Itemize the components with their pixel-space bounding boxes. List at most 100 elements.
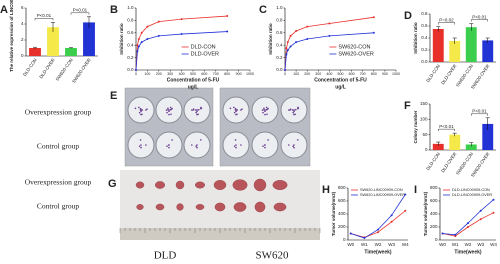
- x-axis-label: Time(week): [364, 249, 391, 255]
- x-tick-label: DLD-CON: [22, 57, 38, 77]
- column-label: SW620: [256, 250, 290, 262]
- panel-letter: G: [108, 178, 117, 190]
- significance-bracket: [70, 12, 90, 15]
- point: [328, 34, 331, 37]
- x-tick-label: DLD-CON: [425, 63, 441, 83]
- colony: [265, 108, 268, 111]
- y-axis-label: Inhibition ratio: [119, 23, 124, 54]
- tumor: [175, 180, 185, 190]
- panel-letter: E: [110, 90, 117, 102]
- x-axis-label: Time(week): [454, 249, 481, 255]
- bar: [47, 27, 59, 56]
- colony: [197, 108, 200, 111]
- tumor: [176, 203, 184, 211]
- x-tick-label: 300: [167, 72, 173, 76]
- colony: [291, 109, 294, 111]
- colony: [168, 113, 170, 116]
- colony: [266, 113, 268, 116]
- point: [492, 198, 495, 201]
- annotation: P=0.02: [439, 17, 454, 22]
- colony: [194, 109, 197, 111]
- y-axis-label: Tumor volume(mm3): [423, 191, 428, 236]
- colony: [166, 109, 168, 111]
- y-tick-label: 0.2: [276, 55, 283, 60]
- y-tick-label: 600: [338, 198, 346, 203]
- colony: [297, 106, 299, 109]
- point: [479, 209, 482, 212]
- bar: [83, 22, 95, 56]
- point: [306, 38, 309, 40]
- point: [226, 15, 229, 18]
- x-tick-label: W1: [361, 242, 368, 247]
- colony: [233, 145, 236, 147]
- series-line: [442, 199, 494, 236]
- colony: [289, 108, 292, 111]
- tumor: [254, 201, 266, 213]
- colony: [293, 110, 295, 113]
- colony: [262, 111, 264, 114]
- colony: [170, 113, 172, 116]
- bar: [65, 48, 77, 56]
- bar: [465, 144, 477, 150]
- y-tick-label: 0.2: [421, 47, 428, 52]
- legend-label: DLD-OVER: [191, 51, 219, 57]
- colony: [200, 106, 202, 109]
- y-tick-label: 0.6: [276, 30, 283, 35]
- point: [289, 45, 292, 48]
- annotation: P<0.01: [37, 13, 52, 18]
- y-tick-label: 600: [430, 198, 438, 203]
- bar: [449, 134, 461, 150]
- bar: [482, 123, 494, 150]
- colony: [264, 146, 266, 149]
- colony: [145, 144, 147, 146]
- y-tick-label: 0.6: [421, 23, 428, 28]
- point: [372, 31, 375, 34]
- tumor: [232, 179, 248, 191]
- colony: [167, 107, 169, 110]
- x-tick-label: DLD-OVER: [440, 151, 458, 174]
- panel-letter: B: [110, 4, 118, 16]
- x-tick-label: W3: [388, 242, 395, 247]
- colony: [262, 109, 264, 111]
- colony: [195, 111, 197, 114]
- colony: [200, 139, 202, 141]
- colony: [234, 139, 237, 141]
- colony: [262, 145, 264, 147]
- x-tick-label: SW620-CON: [55, 57, 74, 81]
- series-line: [350, 210, 406, 238]
- colony: [140, 110, 142, 113]
- y-tick-label: 800: [430, 185, 438, 190]
- colony: [168, 109, 170, 111]
- colony: [294, 108, 297, 111]
- tumor: [195, 204, 205, 210]
- x-tick-label: 900: [236, 72, 242, 76]
- x-tick-label: 800: [224, 72, 230, 76]
- colony: [139, 139, 142, 141]
- significance-bracket: [471, 113, 488, 116]
- legend-label: DLD-CON: [191, 44, 216, 50]
- colony: [140, 146, 142, 149]
- point: [377, 231, 379, 234]
- colony: [240, 144, 242, 146]
- y-axis-label: Inhibition ratio: [413, 22, 418, 53]
- colony: [146, 108, 148, 111]
- y-tick-label: 0: [435, 237, 438, 242]
- y-tick-label: 0.4: [421, 35, 428, 40]
- colony: [267, 139, 269, 141]
- colony: [264, 113, 266, 116]
- bar: [449, 41, 461, 62]
- x-tick-label: DLD-OVER: [440, 63, 458, 86]
- colony: [235, 144, 237, 146]
- point: [479, 218, 482, 221]
- x-tick-label: 900: [382, 72, 388, 76]
- point: [136, 50, 139, 53]
- point: [157, 20, 160, 23]
- legend-label: SW620-LINC00909-OVER: [360, 193, 405, 197]
- x-tick-label: W4: [402, 242, 409, 247]
- colony: [171, 139, 173, 141]
- y-tick-label: 50: [422, 132, 428, 137]
- y-tick-label: 1.0: [127, 5, 134, 10]
- x-tick-label: DLD-OVER: [38, 57, 56, 80]
- row-label: Control group: [37, 202, 80, 211]
- x-tick-label: W4: [490, 242, 497, 247]
